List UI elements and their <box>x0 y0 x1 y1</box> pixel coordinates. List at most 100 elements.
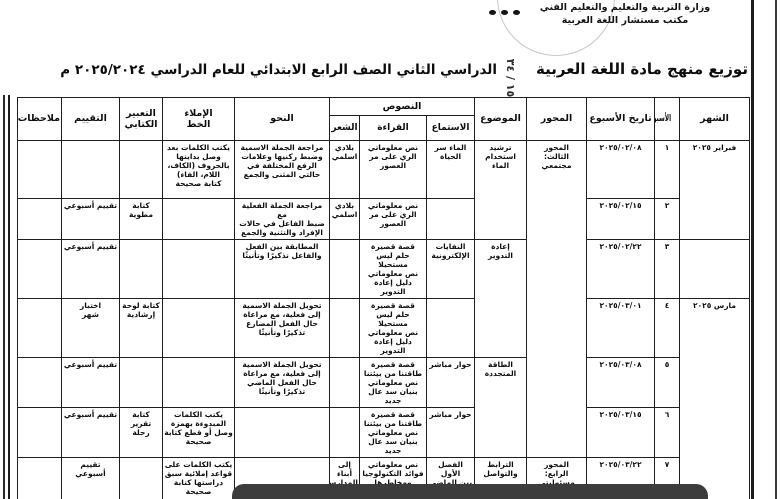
header-writing: التعبير الكتابي <box>119 97 163 141</box>
assessment-cell: اختبار شهر <box>61 298 120 358</box>
listening-cell <box>426 298 475 358</box>
notes-cell <box>17 457 62 499</box>
ministry-logo-dots <box>480 0 520 15</box>
assessment-cell: تقييم أسبوعي <box>61 198 120 240</box>
listening-cell: الماء سر الحياة <box>426 140 475 199</box>
dictation-cell: يكتب الكلمات على قواعد إملائية سبق دراست… <box>162 457 235 499</box>
topic-cell-water: ترشيد استخدام الماء <box>474 140 527 240</box>
notes-cell <box>17 298 62 358</box>
header-dictation: الإملاء الخط <box>162 97 235 141</box>
notes-cell <box>17 239 62 299</box>
notes-cell <box>17 407 62 458</box>
grammar-cell: تحويل الجملة الاسمية إلى فعلية، مع مراعا… <box>234 298 330 358</box>
bottom-dark-taskbar[interactable] <box>232 484 708 499</box>
dictation-cell <box>162 298 235 358</box>
assessment-cell <box>61 140 120 199</box>
dictation-cell <box>162 239 235 299</box>
document-title-left: الدراسي الثاني الصف الرابع الابتدائي للع… <box>60 62 497 78</box>
reading-cell: قصة قصيرة حلم ليس مستحيلا نص معلوماتي دل… <box>359 298 427 358</box>
header-grammar: النحو <box>234 97 330 141</box>
reading-cell: نص معلوماتي الري على مر العصور <box>359 140 427 199</box>
listening-cell <box>426 198 475 240</box>
poetry-cell <box>329 407 360 458</box>
assessment-cell: تقييم أسبوعي <box>61 357 120 408</box>
listening-cell: حوار مباشر <box>426 357 475 408</box>
week-number-cell: ٢ <box>654 198 680 240</box>
poetry-cell <box>329 239 360 299</box>
grammar-cell: تحويل الجملة الاسمية إلى فعلية، مع مراعا… <box>234 357 330 408</box>
header-reading: القراءة <box>359 115 427 141</box>
assessment-cell: تقييم أسبوعي <box>61 239 120 299</box>
week-date-cell: ٢٠٢٥/٠٢/٢٢ <box>586 239 655 299</box>
week-number-cell: ٤ <box>654 298 680 358</box>
poetry-cell: بلادي اسلمي <box>329 198 360 240</box>
page-border-left-thin <box>3 95 5 499</box>
dictation-cell <box>162 357 235 408</box>
notes-cell <box>17 198 62 240</box>
document-title-right: توزيع منهج مادة اللغة العربية <box>536 60 748 78</box>
assessment-cell: تقييم أسبوعي <box>61 407 120 458</box>
grammar-cell: مراجعة الجملة الاسمية وضبط ركنيها وعلاما… <box>234 140 330 199</box>
week-date-cell: ٢٠٢٥/٠٢/١٥ <box>586 198 655 240</box>
assessment-cell: تقييم أسبوعي <box>61 457 120 499</box>
grammar-cell <box>234 407 330 458</box>
writing-cell: كتابة لوحة إرشادية <box>119 298 163 358</box>
writing-cell: كتابة مطوية <box>119 198 163 240</box>
week-number-cell: ٥ <box>654 357 680 408</box>
ministry-name: وزارة التربية والتعليم والتعليم الفني <box>539 2 711 13</box>
week-date-cell: ٢٠٢٥/٠٢/٠٨ <box>586 140 655 199</box>
writing-cell <box>119 357 163 408</box>
topic-cell-recycling: إعادة التدوير <box>474 239 527 358</box>
poetry-cell: بلادي اسلمي <box>329 140 360 199</box>
week-date-cell: ٢٠٢٥/٠٣/١٥ <box>586 407 655 458</box>
month-cell-march: مارس ٢٠٢٥ <box>679 298 750 499</box>
reading-cell: قصة قصيرة حلم ليس مستحيلا نص معلوماتي دل… <box>359 239 427 299</box>
page-border-right-thin <box>775 0 777 499</box>
dictation-cell <box>162 198 235 240</box>
topic-cell-energy: الطاقة المتجددة <box>474 357 527 458</box>
ministry-header: وزارة التربية والتعليم والتعليم الفني مك… <box>505 2 745 28</box>
month-cell-february: فبراير ٢٠٢٥ <box>679 140 750 240</box>
listening-cell: حوار مباشر <box>426 407 475 458</box>
writing-cell <box>119 239 163 299</box>
poetry-cell <box>329 357 360 408</box>
listening-cell: النفايات الإلكترونية <box>426 239 475 299</box>
header-topic: الموضوع <box>474 97 527 141</box>
header-week: الأسبوع <box>654 97 680 141</box>
week-number-cell: ٦ <box>654 407 680 458</box>
page-border-right-thick <box>751 0 754 499</box>
header-notes: ملاحظات <box>17 97 62 141</box>
writing-cell <box>119 140 163 199</box>
axis-cell-third: المحور الثالث: مجتمعي <box>526 140 587 458</box>
header-axis: المحور <box>526 97 587 141</box>
header-month: الشهر <box>679 97 750 141</box>
header-assessment: التقييم <box>61 97 120 141</box>
page-border-left-thick <box>8 95 10 499</box>
month-cell-empty <box>679 239 750 299</box>
header-dictation-label: الإملاء الخط <box>184 107 213 130</box>
grammar-cell: مراجعة الجملة الفعلية مع ضبط الفاعل في ح… <box>234 198 330 240</box>
notes-cell <box>17 140 62 199</box>
week-date-cell: ٢٠٢٥/٠٣/٠٨ <box>586 357 655 408</box>
week-number-cell: ١ <box>654 140 680 199</box>
week-date-cell: ٢٠٢٥/٠٣/٠١ <box>586 298 655 358</box>
header-week-date: تاريخ الأسبوع <box>586 97 655 141</box>
notes-cell <box>17 357 62 408</box>
week-number-cell: ٣ <box>654 239 680 299</box>
header-poetry: الشعر <box>329 115 360 141</box>
reading-cell: قصة قصيرة طاقتنا من بيئتنا نص معلوماتي ب… <box>359 357 427 408</box>
dictation-cell: يكتب الكلمات بعد وصل بدايتها بالحروف (ال… <box>162 140 235 199</box>
header-texts-group: النصوص <box>329 97 475 116</box>
header-listening: الاستماع <box>426 115 475 141</box>
reading-cell: نص معلوماتي الري على مر العصور <box>359 198 427 240</box>
writing-cell <box>119 457 163 499</box>
header-week-label: الأسبوع <box>656 113 672 125</box>
reading-cell: قصة قصيرة طاقتنا من بيئتنا نص معلوماتي ب… <box>359 407 427 458</box>
ministry-office: مكتب مستشار اللغة العربية <box>561 14 689 26</box>
dictation-cell: يكتب الكلمات المبدوءة بهمزة وصل أو قطع ك… <box>162 407 235 458</box>
grammar-cell: المطابقة بين الفعل والفاعل تذكيرًا وتأني… <box>234 239 330 299</box>
curriculum-table: الشهر الأسبوع تاريخ الأسبوع المحور الموض… <box>17 97 750 499</box>
writing-cell: كتابة تقرير رحلة <box>119 407 163 458</box>
poetry-cell <box>329 298 360 358</box>
